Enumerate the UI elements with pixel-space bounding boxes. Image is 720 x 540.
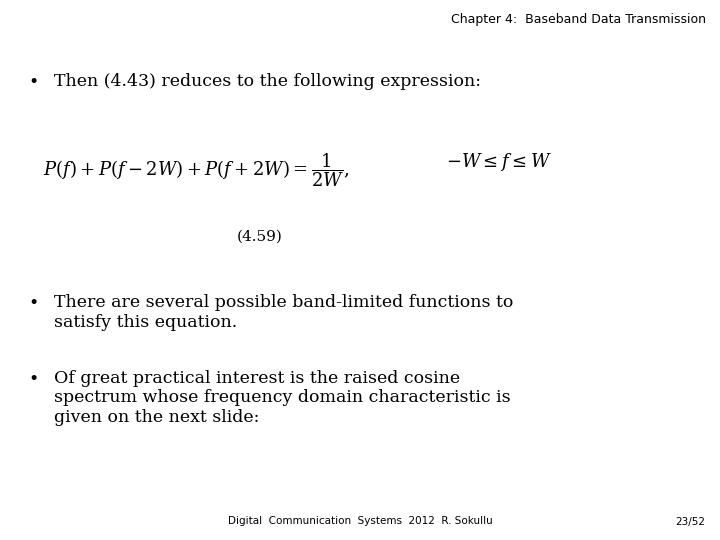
Text: •: • (29, 73, 39, 91)
Text: Then (4.43) reduces to the following expression:: Then (4.43) reduces to the following exp… (54, 73, 481, 90)
Text: Of great practical interest is the raised cosine
spectrum whose frequency domain: Of great practical interest is the raise… (54, 370, 510, 426)
Text: There are several possible band-limited functions to
satisfy this equation.: There are several possible band-limited … (54, 294, 513, 331)
Text: Digital  Communication  Systems  2012  R. Sokullu: Digital Communication Systems 2012 R. So… (228, 516, 492, 526)
Text: $P(f)+P(f-2W)+P(f+2W)=\dfrac{1}{2W},$: $P(f)+P(f-2W)+P(f+2W)=\dfrac{1}{2W},$ (43, 151, 350, 189)
Text: Chapter 4:  Baseband Data Transmission: Chapter 4: Baseband Data Transmission (451, 14, 706, 26)
Text: (4.59): (4.59) (236, 230, 282, 244)
Text: $-W\leq f\leq W$: $-W\leq f\leq W$ (446, 151, 552, 173)
Text: •: • (29, 370, 39, 388)
Text: •: • (29, 294, 39, 312)
Text: 23/52: 23/52 (675, 516, 706, 526)
